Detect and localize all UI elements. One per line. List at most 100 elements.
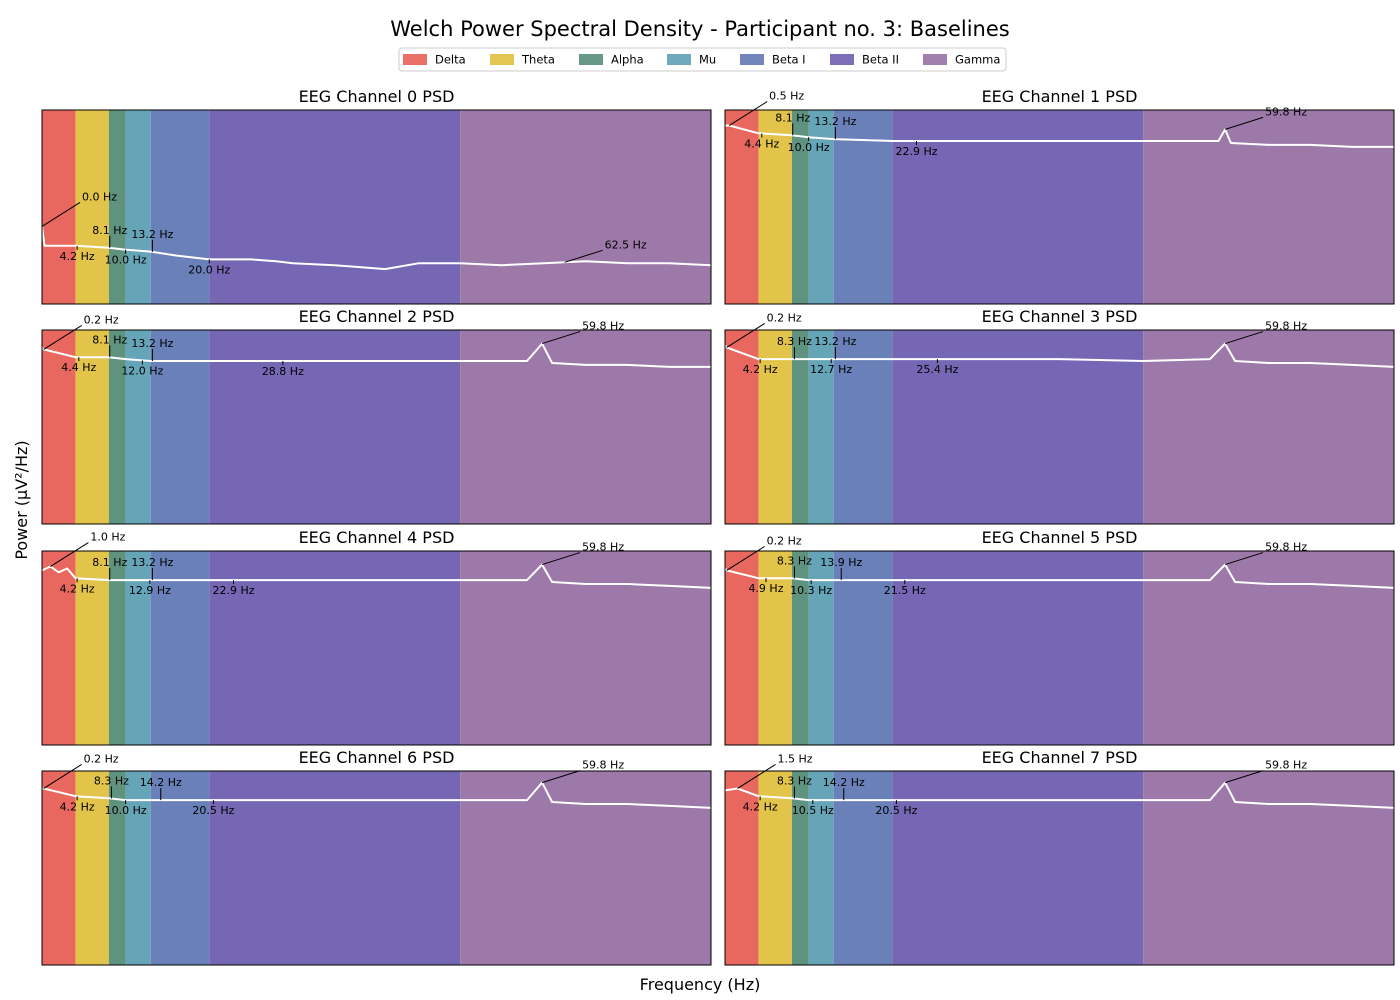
band-region <box>108 330 126 524</box>
y-axis-label: Power (µV²/Hz) <box>12 440 31 559</box>
band-region <box>75 110 109 304</box>
band-region <box>791 110 809 304</box>
psd-subplot: EEG Channel 1 PSD 0.5 Hz 4.4 Hz 8.1 Hz 10.0 … <box>724 87 1395 305</box>
subplot-frame <box>724 109 1395 305</box>
peak-annotation: 10.3 Hz <box>790 584 832 597</box>
band-region <box>150 771 210 965</box>
band-region <box>892 110 1144 304</box>
band-region <box>791 551 809 745</box>
band-region <box>209 551 461 745</box>
legend-swatch <box>490 54 514 65</box>
band-region <box>892 330 1144 524</box>
annotation-arrow <box>1224 770 1264 784</box>
band-region <box>125 110 151 304</box>
peak-annotation: 12.9 Hz <box>129 584 171 597</box>
band-region <box>125 551 151 745</box>
subplot-title: EEG Channel 2 PSD <box>299 307 455 326</box>
peak-annotation: 59.8 Hz <box>1265 759 1307 772</box>
subplot-title: EEG Channel 0 PSD <box>299 87 455 106</box>
band-region <box>833 330 893 524</box>
band-region <box>460 330 711 524</box>
band-region <box>108 551 126 745</box>
legend-label: Theta <box>521 53 555 67</box>
peak-annotation: 4.2 Hz <box>743 363 778 376</box>
legend-swatch <box>923 54 947 65</box>
peak-annotation: 13.2 Hz <box>131 556 173 569</box>
band-region <box>209 110 461 304</box>
legend-label: Delta <box>435 53 466 67</box>
peak-annotation: 12.7 Hz <box>810 363 852 376</box>
psd-subplot: EEG Channel 7 PSD 1.5 Hz 4.2 Hz 8.3 Hz 10.5 … <box>724 748 1395 966</box>
band-region <box>460 110 711 304</box>
band-region <box>758 330 792 524</box>
peak-annotation: 8.3 Hz <box>94 774 129 787</box>
band-region <box>75 551 109 745</box>
annotation-arrow <box>564 249 603 263</box>
peak-annotation: 8.1 Hz <box>92 224 127 237</box>
band-region <box>150 551 210 745</box>
legend-swatch <box>579 54 603 65</box>
band-region <box>808 110 834 304</box>
band-region <box>108 771 126 965</box>
annotation-arrow <box>1224 552 1264 566</box>
psd-curve <box>724 781 1395 809</box>
band-region <box>75 330 109 524</box>
subplot-frame <box>41 550 712 746</box>
peak-annotation: 0.2 Hz <box>84 313 119 326</box>
annotation-arrow <box>43 764 82 789</box>
subplot-title: EEG Channel 5 PSD <box>982 528 1138 547</box>
band-region <box>150 110 210 304</box>
annotation-arrow <box>541 552 581 566</box>
peak-annotation: 59.8 Hz <box>1265 105 1307 118</box>
psd-subplot: EEG Channel 2 PSD 0.2 Hz 4.4 Hz 8.1 Hz 12.0 … <box>41 307 712 525</box>
peak-annotation: 13.2 Hz <box>814 335 856 348</box>
annotation-arrow <box>726 545 765 571</box>
legend-label: Beta II <box>862 53 899 67</box>
peak-annotation: 4.4 Hz <box>744 137 779 150</box>
legend-label: Gamma <box>955 53 1000 67</box>
annotation-arrow <box>541 331 581 345</box>
psd-subplot: EEG Channel 0 PSD 0.0 Hz 4.2 Hz 8.1 Hz 10.0 … <box>41 87 712 305</box>
band-region <box>108 110 126 304</box>
peak-annotation: 10.5 Hz <box>792 804 834 817</box>
psd-curve <box>41 563 712 589</box>
legend-swatch <box>830 54 854 65</box>
peak-annotation: 13.2 Hz <box>814 115 856 128</box>
legend-label: Beta I <box>772 53 806 67</box>
peak-annotation: 8.1 Hz <box>92 333 127 346</box>
band-region <box>808 330 834 524</box>
band-region <box>808 551 834 745</box>
peak-annotation: 4.2 Hz <box>60 250 95 263</box>
subplot-title: EEG Channel 4 PSD <box>299 528 455 547</box>
peak-annotation: 8.1 Hz <box>775 111 810 124</box>
legend-frame <box>398 47 1007 72</box>
band-region <box>42 551 76 745</box>
peak-annotation: 0.5 Hz <box>769 90 804 103</box>
band-region <box>833 551 893 745</box>
band-region <box>833 110 893 304</box>
band-region <box>758 110 792 304</box>
subplot-grid: EEG Channel 0 PSD 0.0 Hz 4.2 Hz 8.1 Hz 10.0 … <box>41 87 1395 966</box>
peak-annotation: 20.5 Hz <box>875 804 917 817</box>
annotation-arrow <box>737 764 776 789</box>
band-region <box>42 110 76 304</box>
peak-annotation: 59.8 Hz <box>1265 320 1307 333</box>
band-region <box>209 330 461 524</box>
peak-annotation: 10.0 Hz <box>788 141 830 154</box>
peak-annotation: 12.0 Hz <box>121 364 163 377</box>
peak-annotation: 1.0 Hz <box>90 531 125 544</box>
peak-annotation: 14.2 Hz <box>823 776 865 789</box>
band-region <box>725 551 759 745</box>
psd-curve <box>42 781 712 809</box>
psd-subplot: EEG Channel 6 PSD 0.2 Hz 4.2 Hz 8.3 Hz 10.0 … <box>41 748 712 966</box>
annotation-arrow <box>41 201 81 227</box>
subplot-frame <box>724 770 1395 966</box>
peak-annotation: 4.4 Hz <box>61 361 96 374</box>
legend-swatch <box>403 54 427 65</box>
band-region <box>833 771 893 965</box>
legend-swatch <box>740 54 764 65</box>
peak-annotation: 62.5 Hz <box>605 238 647 251</box>
peak-annotation: 4.2 Hz <box>60 582 95 595</box>
annotation-arrow <box>1224 331 1264 345</box>
peak-annotation: 8.3 Hz <box>777 554 812 567</box>
